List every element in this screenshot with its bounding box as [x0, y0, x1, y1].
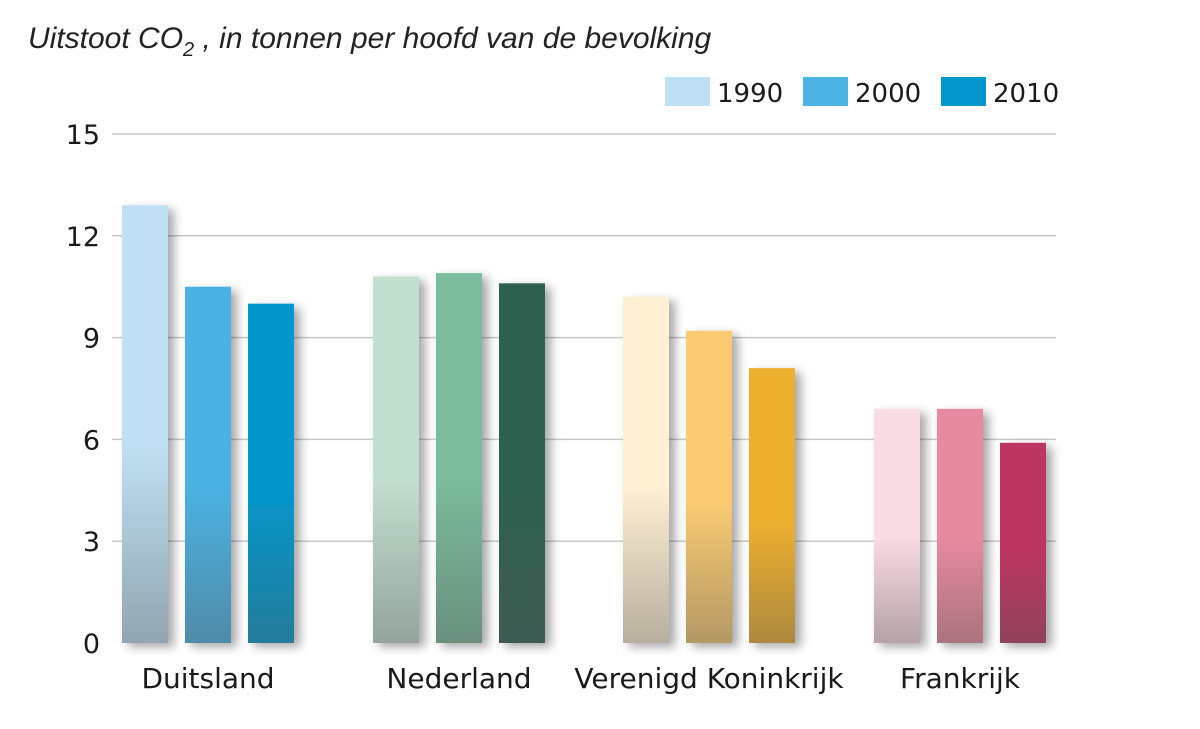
x-axis: Duitsland Nederland Verenigd Koninkrijk Fra… [141, 662, 1020, 695]
bar-verenigd-koninkrijk-2010 [749, 368, 795, 643]
x-category-label: Nederland [386, 662, 531, 695]
legend-label: 1990 [717, 79, 783, 109]
legend-label: 2010 [993, 79, 1059, 109]
legend: 1990 2000 2010 [665, 77, 1059, 109]
bar-nederland-1990 [373, 276, 419, 643]
y-tick-label: 12 [66, 222, 100, 253]
bar-frankrijk-2010 [1000, 442, 1046, 643]
bar-duitsland-2010 [248, 303, 294, 643]
bar-duitsland-2000 [185, 286, 231, 643]
legend-swatch [803, 77, 848, 106]
bar-frankrijk-2000 [937, 408, 983, 643]
y-tick-label: 3 [83, 527, 100, 558]
bars [122, 205, 1046, 643]
y-tick-label: 0 [83, 629, 100, 660]
y-tick-label: 6 [83, 425, 100, 456]
bar-verenigd-koninkrijk-1990 [623, 296, 669, 643]
x-category-label: Verenigd Koninkrijk [574, 662, 844, 695]
chart-title-main: Uitstoot CO [28, 22, 183, 55]
chart-title: Uitstoot CO2 , in tonnen per hoofd van d… [28, 22, 712, 61]
legend-label: 2000 [855, 79, 921, 109]
y-axis: 0 3 6 9 12 15 [66, 120, 100, 660]
x-category-label: Duitsland [141, 662, 274, 695]
bar-nederland-2010 [499, 283, 545, 643]
chart-title-suffix: , in tonnen per hoofd van de bevolking [194, 22, 711, 55]
x-category-label: Frankrijk [900, 662, 1021, 695]
chart-title-subscript: 2 [182, 39, 194, 61]
y-tick-label: 9 [83, 324, 100, 355]
legend-swatch [941, 77, 986, 106]
bar-nederland-2000 [436, 273, 482, 643]
bar-verenigd-koninkrijk-2000 [686, 330, 732, 643]
bar-frankrijk-1990 [874, 408, 920, 643]
y-tick-label: 15 [66, 120, 100, 151]
bar-duitsland-1990 [122, 205, 168, 643]
legend-swatch [665, 77, 710, 106]
